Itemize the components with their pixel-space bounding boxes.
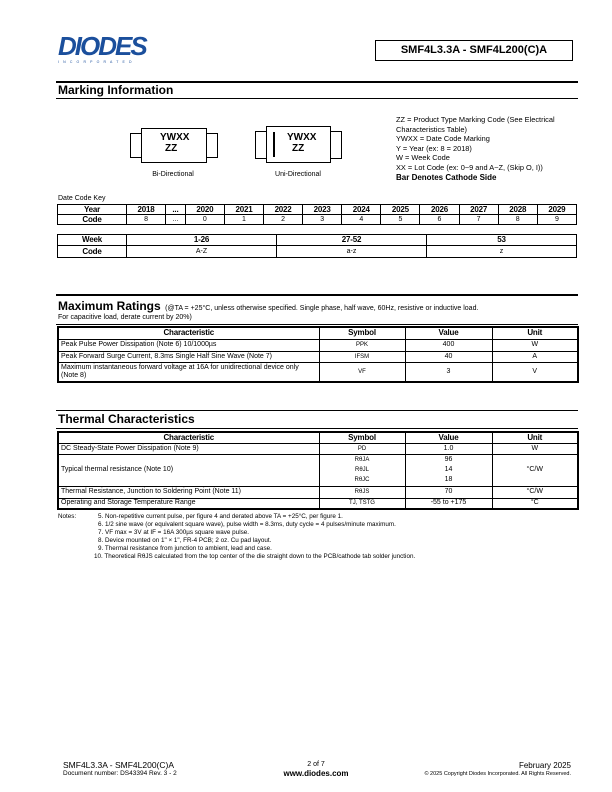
table-row: Thermal Resistance, Junction to Solderin… bbox=[57, 485, 579, 499]
divider bbox=[56, 410, 578, 411]
table-row: Peak Forward Surge Current, 8.3ms Single… bbox=[57, 350, 579, 363]
divider bbox=[56, 324, 578, 325]
week-code-table: Week 1-26 27-52 53 Code A-Z a-z z bbox=[57, 234, 577, 258]
notes: Notes: 5. Non-repetitive current pulse, … bbox=[58, 513, 416, 561]
thermal-table: Characteristic Symbol Value Unit DC Steady-… bbox=[57, 431, 579, 510]
table-row: DC Steady-State Power Dissipation (Note … bbox=[57, 442, 579, 455]
part-title-box: SMF4L3.3A - SMF4L200(C)A bbox=[375, 40, 573, 61]
part-title: SMF4L3.3A - SMF4L200(C)A bbox=[400, 44, 548, 56]
table-row: Maximum instantaneous forward voltage at… bbox=[57, 361, 579, 383]
cathode-bar bbox=[273, 132, 275, 157]
table-row: Peak Pulse Power Dissipation (Note 6) 10… bbox=[57, 338, 579, 352]
max-ratings-note: For capacitive load, derate current by 2… bbox=[58, 314, 192, 321]
divider bbox=[56, 294, 578, 296]
footer-center: 2 of 7 www.diodes.com bbox=[256, 761, 376, 778]
marking-legend: ZZ = Product Type Marking Code (See Elec… bbox=[396, 115, 555, 182]
footer-right: February 2025 © 2025 Copyright Diodes In… bbox=[424, 761, 571, 777]
footer-left: SMF4L3.3A - SMF4L200(C)A Document number… bbox=[63, 760, 177, 778]
table-row: Typical thermal resistance (Note 10) RθJA… bbox=[57, 453, 579, 487]
date-code-key-label: Date Code Key bbox=[58, 195, 106, 202]
section-title-marking: Marking Information bbox=[58, 83, 174, 97]
max-ratings-table: Characteristic Symbol Value Unit Peak Pulse… bbox=[57, 326, 579, 383]
website-link[interactable]: www.diodes.com bbox=[283, 769, 349, 778]
divider bbox=[56, 81, 578, 83]
section-title-thermal: Thermal Characteristics bbox=[58, 412, 195, 426]
year-code-table: Year 2018... 2020 2021 2022 2023 2024 2025 2026 2… bbox=[57, 204, 578, 225]
table-row: Operating and Storage Temperature Range T… bbox=[57, 497, 579, 510]
max-ratings-heading: Maximum Ratings (@TA = +25°C, unless oth… bbox=[58, 299, 479, 313]
divider bbox=[56, 428, 578, 429]
divider bbox=[56, 98, 578, 99]
diodes-logo: DIODES I N C O R P O R A T E D bbox=[58, 31, 148, 64]
